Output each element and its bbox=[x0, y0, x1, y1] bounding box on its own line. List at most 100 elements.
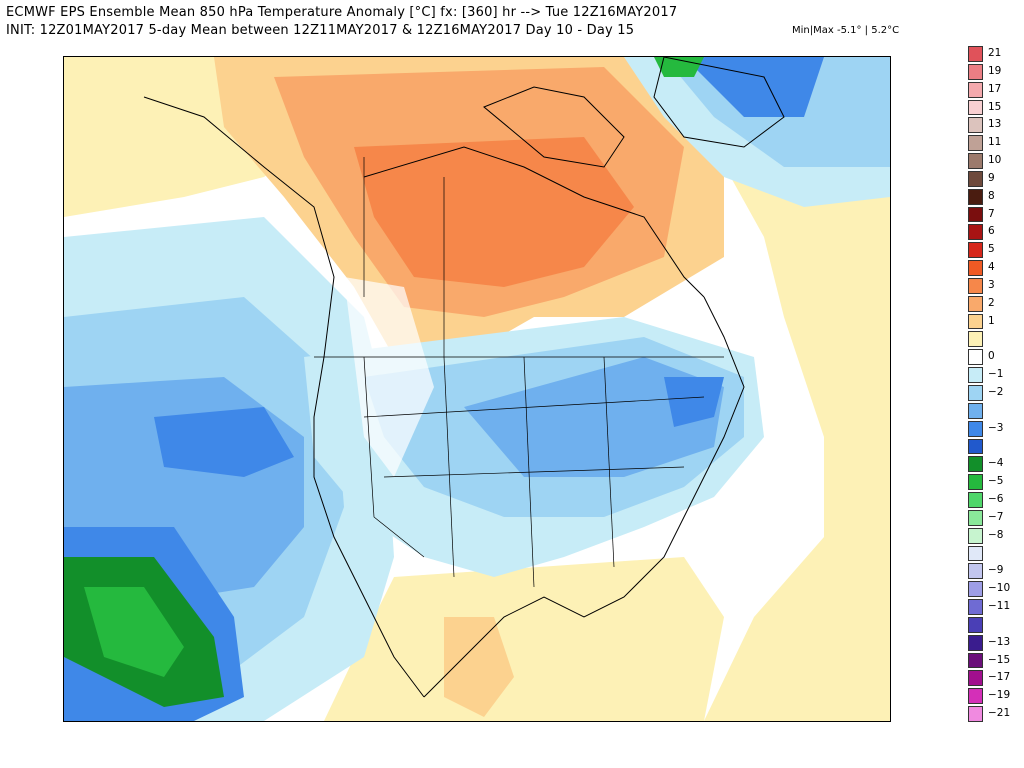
legend-swatch bbox=[968, 295, 983, 312]
legend-entry: −8 bbox=[966, 527, 1024, 545]
legend-swatch bbox=[968, 117, 983, 134]
legend-label: 2 bbox=[988, 296, 995, 309]
legend-entry bbox=[966, 330, 1024, 348]
legend-swatch bbox=[968, 474, 983, 491]
legend-swatch bbox=[968, 652, 983, 669]
legend-entry: −15 bbox=[966, 652, 1024, 670]
legend-entry bbox=[966, 402, 1024, 420]
legend-swatch bbox=[968, 599, 983, 615]
legend-swatch bbox=[968, 277, 983, 294]
legend-swatch bbox=[968, 563, 983, 580]
legend-label: 21 bbox=[988, 47, 1002, 59]
anomaly-region-canada-3 bbox=[354, 137, 634, 287]
legend-swatch bbox=[968, 242, 983, 259]
legend-entry bbox=[966, 438, 1024, 456]
legend-entry bbox=[966, 616, 1024, 634]
legend-entry: 15 bbox=[966, 99, 1024, 117]
legend-entry: −2 bbox=[966, 384, 1024, 402]
legend-entry: 21 bbox=[966, 45, 1024, 63]
legend-label: −4 bbox=[988, 457, 1004, 470]
anomaly-region-us-4 bbox=[664, 377, 724, 427]
legend-label: 4 bbox=[988, 261, 995, 274]
legend-entry: 4 bbox=[966, 259, 1024, 277]
legend-entry: −6 bbox=[966, 491, 1024, 509]
legend-entry: −5 bbox=[966, 473, 1024, 491]
legend-entry: −7 bbox=[966, 509, 1024, 527]
legend-label: 5 bbox=[988, 243, 995, 256]
legend-label: −13 bbox=[988, 635, 1011, 648]
anomaly-region-pacific-green-2 bbox=[84, 587, 184, 677]
legend-label: 9 bbox=[988, 171, 995, 184]
legend-swatch bbox=[968, 634, 983, 651]
anomaly-region-us-3 bbox=[464, 357, 724, 477]
legend-swatch bbox=[968, 581, 983, 598]
legend-swatch bbox=[968, 509, 983, 526]
map-title: ECMWF EPS Ensemble Mean 850 hPa Temperat… bbox=[6, 5, 678, 20]
legend-label: −19 bbox=[988, 689, 1011, 702]
anomaly-region-gulf-warm bbox=[324, 557, 724, 721]
anomaly-region-mexico-warm bbox=[444, 617, 514, 717]
legend-entry: −3 bbox=[966, 420, 1024, 438]
anomaly-region-pacific-4 bbox=[154, 407, 294, 477]
anomaly-region-greenland-3 bbox=[684, 57, 824, 117]
legend-entry: 5 bbox=[966, 241, 1024, 259]
anomaly-region-rockies-neutral bbox=[344, 277, 434, 477]
legend-swatch bbox=[968, 188, 983, 205]
legend-swatch bbox=[968, 46, 983, 62]
legend-swatch bbox=[968, 313, 983, 330]
legend-entry: 9 bbox=[966, 170, 1024, 188]
legend-swatch bbox=[968, 616, 983, 633]
legend-swatch bbox=[968, 527, 983, 544]
legend-label: −2 bbox=[988, 386, 1004, 398]
legend-entry: −21 bbox=[966, 705, 1024, 723]
legend-swatch bbox=[968, 670, 983, 687]
legend-swatch bbox=[968, 99, 983, 116]
anomaly-region-atlantic-warm bbox=[664, 57, 890, 721]
anomaly-map bbox=[63, 56, 891, 722]
legend-label: 11 bbox=[988, 136, 1002, 149]
legend-swatch bbox=[968, 170, 983, 187]
color-scale-legend: 21 19 17 15 13 11 10 9 8 7 6 5 4 3 2 1 0 −1 −2 −3 −4 −5 −6 −7 −8… bbox=[966, 45, 1024, 723]
legend-swatch bbox=[968, 456, 983, 473]
legend-entry: 10 bbox=[966, 152, 1024, 170]
legend-label: 7 bbox=[988, 207, 995, 220]
legend-label: −5 bbox=[988, 475, 1004, 488]
legend-swatch bbox=[968, 706, 983, 722]
legend-entry: 6 bbox=[966, 223, 1024, 241]
legend-entry: 17 bbox=[966, 81, 1024, 99]
coastlines bbox=[143, 57, 785, 698]
legend-label: −3 bbox=[988, 421, 1004, 434]
legend-label: 17 bbox=[988, 82, 1002, 95]
legend-swatch bbox=[968, 135, 983, 152]
legend-swatch bbox=[968, 349, 983, 366]
legend-swatch bbox=[968, 420, 983, 437]
legend-swatch bbox=[968, 206, 983, 223]
legend-label: 0 bbox=[988, 350, 995, 363]
legend-entry: 11 bbox=[966, 134, 1024, 152]
legend-entry: −10 bbox=[966, 580, 1024, 598]
legend-entry: 0 bbox=[966, 348, 1024, 366]
legend-label: 1 bbox=[988, 314, 995, 327]
legend-entry: 2 bbox=[966, 295, 1024, 313]
legend-entry: 13 bbox=[966, 116, 1024, 134]
political-borders bbox=[314, 157, 724, 588]
map-canvas bbox=[64, 57, 890, 721]
legend-entry: 19 bbox=[966, 63, 1024, 81]
legend-entry: 1 bbox=[966, 313, 1024, 331]
legend-swatch bbox=[968, 224, 983, 241]
legend-entry: −1 bbox=[966, 366, 1024, 384]
legend-label: −21 bbox=[988, 707, 1011, 720]
legend-label: 13 bbox=[988, 118, 1002, 131]
legend-entry: −9 bbox=[966, 562, 1024, 580]
legend-swatch bbox=[968, 63, 983, 80]
legend-label: 3 bbox=[988, 278, 995, 291]
legend-entry: 3 bbox=[966, 277, 1024, 295]
legend-entry: 8 bbox=[966, 188, 1024, 206]
map-subtitle: INIT: 12Z01MAY2017 5-day Mean between 12… bbox=[6, 23, 635, 38]
legend-swatch bbox=[968, 402, 983, 419]
legend-label: −1 bbox=[988, 368, 1004, 381]
legend-label: −8 bbox=[988, 528, 1004, 541]
legend-label: −6 bbox=[988, 493, 1004, 506]
legend-swatch bbox=[968, 492, 983, 508]
legend-swatch bbox=[968, 81, 983, 98]
